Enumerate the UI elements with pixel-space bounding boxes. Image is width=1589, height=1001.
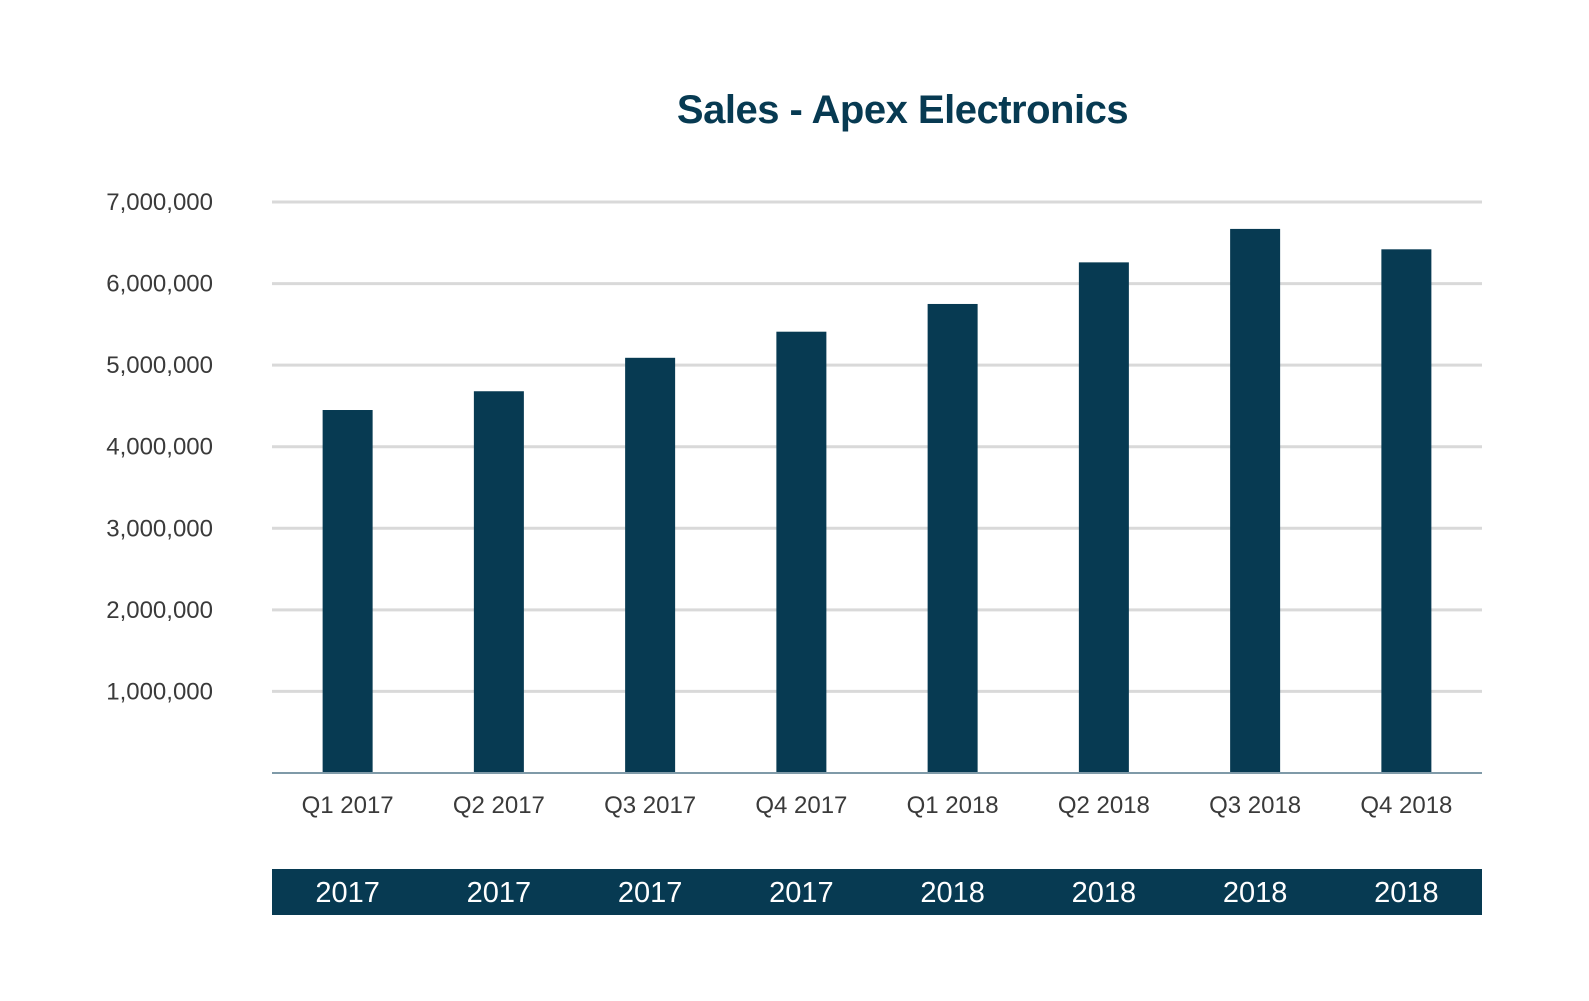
y-tick-label: 4,000,000: [106, 434, 213, 461]
y-tick-label: 2,000,000: [106, 597, 213, 624]
year-group-label: 2018: [1223, 877, 1288, 909]
year-group-label: 2018: [920, 877, 985, 909]
x-tick-label: Q1 2017: [302, 792, 394, 819]
y-tick-label: 6,000,000: [106, 271, 213, 298]
year-group-label: 2017: [315, 877, 380, 909]
year-group-label: 2018: [1072, 877, 1137, 909]
y-tick-label: 3,000,000: [106, 515, 213, 542]
bar: [776, 331, 827, 773]
bar: [625, 357, 676, 773]
bar: [1381, 249, 1432, 774]
bar: [322, 410, 373, 773]
chart-title: Sales - Apex Electronics: [676, 88, 1129, 132]
y-tick-label: 1,000,000: [106, 678, 213, 705]
x-tick-label: Q3 2018: [1209, 792, 1301, 819]
x-tick-label: Q2 2017: [453, 792, 545, 819]
year-group-label: 2017: [467, 877, 532, 909]
bar: [1078, 262, 1129, 773]
x-tick-label: Q1 2018: [907, 792, 999, 819]
bar: [1230, 228, 1281, 773]
x-tick-label: Q4 2018: [1360, 792, 1452, 819]
y-tick-label: 7,000,000: [106, 189, 213, 216]
year-group-label: 2017: [618, 877, 683, 909]
y-tick-label: 5,000,000: [106, 352, 213, 379]
year-group-label: 2018: [1374, 877, 1439, 909]
year-band: [272, 869, 1482, 915]
x-tick-label: Q2 2018: [1058, 792, 1150, 819]
x-tick-label: Q3 2017: [604, 792, 696, 819]
bar: [473, 391, 524, 773]
bar: [927, 303, 978, 773]
year-group-label: 2017: [769, 877, 834, 909]
x-tick-label: Q4 2017: [755, 792, 847, 819]
